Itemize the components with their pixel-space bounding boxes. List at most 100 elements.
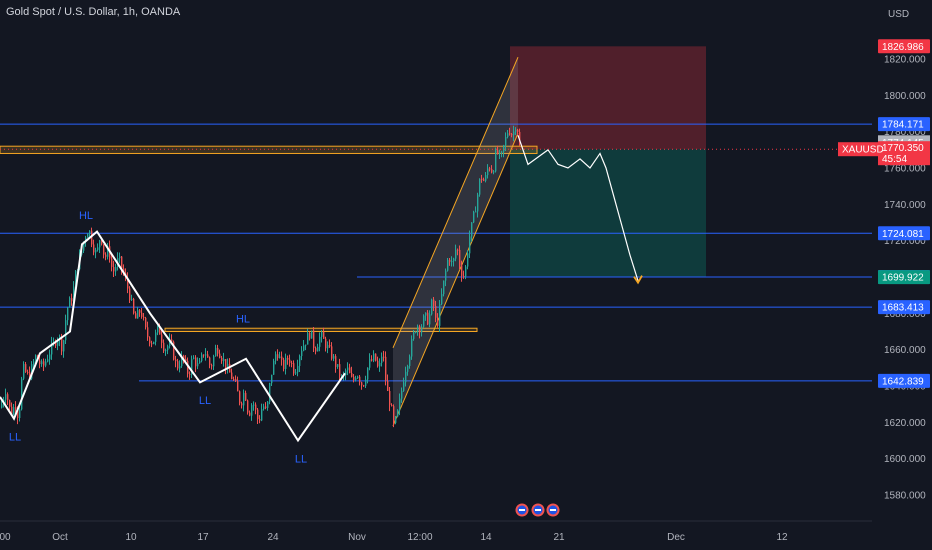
candle-body — [45, 361, 47, 366]
candle-body — [317, 346, 319, 352]
candle-body — [119, 256, 121, 259]
candle-body — [57, 340, 59, 346]
candle-body — [305, 344, 307, 346]
candle-body — [105, 254, 107, 257]
x-tick-label: Nov — [348, 532, 366, 543]
candle-body — [39, 360, 41, 365]
candle-body — [447, 259, 449, 271]
candle-body — [279, 356, 281, 358]
candle-body — [251, 405, 253, 416]
candle-body — [35, 355, 37, 362]
candle-body — [481, 178, 483, 180]
x-tick-label: 21 — [553, 532, 565, 543]
candle-body — [259, 419, 261, 421]
candle-body — [27, 371, 29, 373]
candle-body — [215, 347, 217, 357]
candle-body — [95, 249, 97, 253]
candle-body — [411, 338, 413, 357]
candle-body — [91, 230, 93, 245]
candle-body — [419, 326, 421, 333]
candle-body — [473, 211, 475, 223]
candle-body — [211, 365, 213, 367]
y-tick-label: 1780.000 — [884, 127, 926, 138]
candle-body — [515, 129, 517, 132]
candle-body — [71, 298, 73, 302]
candle-body — [41, 361, 43, 365]
candle-body — [11, 406, 13, 415]
candle-body — [407, 365, 409, 372]
candle-body — [205, 354, 207, 356]
candle-body — [29, 372, 31, 379]
candle-body — [477, 194, 479, 212]
y-tick-label: 1720.000 — [884, 236, 926, 247]
candle-body — [209, 357, 211, 366]
candle-body — [137, 310, 139, 319]
candle-body — [335, 356, 337, 367]
candle-body — [333, 356, 335, 359]
candle-body — [1, 404, 3, 408]
candle-body — [425, 312, 427, 316]
candle-body — [185, 359, 187, 361]
candle-body — [337, 364, 339, 367]
candle-body — [461, 265, 463, 276]
candle-body — [463, 275, 465, 277]
y-tick-label: 1680.000 — [884, 309, 926, 320]
candle-body — [307, 332, 309, 345]
candle-body — [285, 357, 287, 369]
candle-body — [195, 357, 197, 367]
x-tick-label: 12 — [776, 532, 788, 543]
candle-body — [175, 359, 177, 362]
candle-body — [349, 367, 351, 374]
candle-body — [227, 363, 229, 369]
candle-body — [65, 320, 67, 341]
candle-body — [67, 307, 69, 321]
candle-body — [467, 253, 469, 267]
candle-body — [151, 343, 153, 345]
candle-body — [283, 359, 285, 369]
candle-body — [353, 376, 355, 380]
candle-body — [253, 404, 255, 406]
candle-body — [373, 353, 375, 361]
candle-body — [265, 406, 267, 408]
candle-body — [171, 339, 173, 342]
candle-body — [55, 341, 57, 346]
x-tick-label: 10 — [125, 532, 137, 543]
symbol-tag: XAUUSD — [842, 145, 884, 156]
candle-body — [17, 409, 19, 418]
candle-body — [391, 404, 393, 407]
take-profit-zone — [510, 149, 706, 278]
level-price-tag-bg — [878, 226, 930, 241]
candle-body — [403, 382, 405, 391]
candle-body — [361, 382, 363, 386]
candle-body — [501, 151, 503, 153]
candle-body — [207, 354, 209, 358]
y-tick-label: 1580.000 — [884, 491, 926, 502]
candle-body — [15, 407, 17, 410]
candle-body — [85, 237, 87, 242]
candle-body — [121, 256, 123, 269]
candle-body — [287, 357, 289, 360]
candle-body — [199, 360, 201, 364]
candle-body — [177, 361, 179, 369]
candle-body — [421, 326, 423, 333]
level-price-tag: 1724.081 — [882, 229, 924, 240]
current-price-tag-bg — [878, 141, 930, 166]
candle-body — [129, 288, 131, 301]
x-tick-label: 14 — [480, 532, 492, 543]
candle-body — [131, 298, 133, 301]
level-price-tag-bg — [878, 300, 930, 315]
candle-body — [457, 249, 459, 251]
candle-body — [303, 345, 305, 351]
candle-body — [319, 336, 321, 347]
candle-body — [347, 367, 349, 371]
candle-body — [203, 354, 205, 356]
candle-body — [241, 403, 243, 406]
candle-body — [377, 360, 379, 367]
candle-body — [417, 326, 419, 332]
candle-body — [255, 404, 257, 410]
candle-body — [19, 409, 21, 418]
candle-body — [401, 390, 403, 399]
level-price-tag: 1784.171 — [882, 120, 924, 131]
candle-body — [61, 336, 63, 352]
